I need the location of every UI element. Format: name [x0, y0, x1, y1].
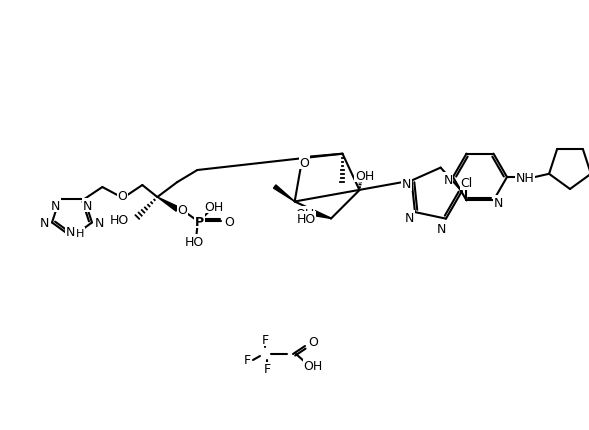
Text: N: N	[94, 216, 104, 230]
Text: OH: OH	[296, 208, 315, 221]
Text: HO: HO	[296, 212, 316, 225]
Text: F: F	[263, 362, 270, 376]
Text: F: F	[243, 353, 250, 366]
Text: N: N	[82, 199, 92, 212]
Text: H: H	[76, 228, 84, 239]
Text: N: N	[405, 211, 415, 224]
Text: N: N	[39, 216, 49, 230]
Text: P: P	[195, 215, 204, 228]
Text: O: O	[177, 203, 187, 216]
Text: F: F	[262, 333, 269, 346]
Text: HO: HO	[110, 213, 129, 226]
Text: N: N	[494, 197, 503, 209]
Text: Cl: Cl	[461, 176, 472, 190]
Text: N: N	[444, 173, 453, 186]
Polygon shape	[313, 212, 331, 219]
Text: O: O	[224, 215, 234, 228]
Polygon shape	[273, 185, 294, 202]
Text: HO: HO	[185, 235, 204, 248]
Text: N: N	[402, 178, 411, 190]
Text: O: O	[300, 157, 309, 169]
Text: N: N	[65, 225, 75, 238]
Text: O: O	[117, 189, 127, 202]
Text: N: N	[51, 199, 60, 212]
Text: O: O	[308, 336, 318, 349]
Text: OH: OH	[303, 359, 323, 373]
Text: N: N	[436, 223, 446, 236]
Text: NH: NH	[515, 171, 534, 184]
Text: OH: OH	[205, 200, 224, 213]
Polygon shape	[157, 197, 178, 212]
Text: OH: OH	[355, 169, 374, 182]
